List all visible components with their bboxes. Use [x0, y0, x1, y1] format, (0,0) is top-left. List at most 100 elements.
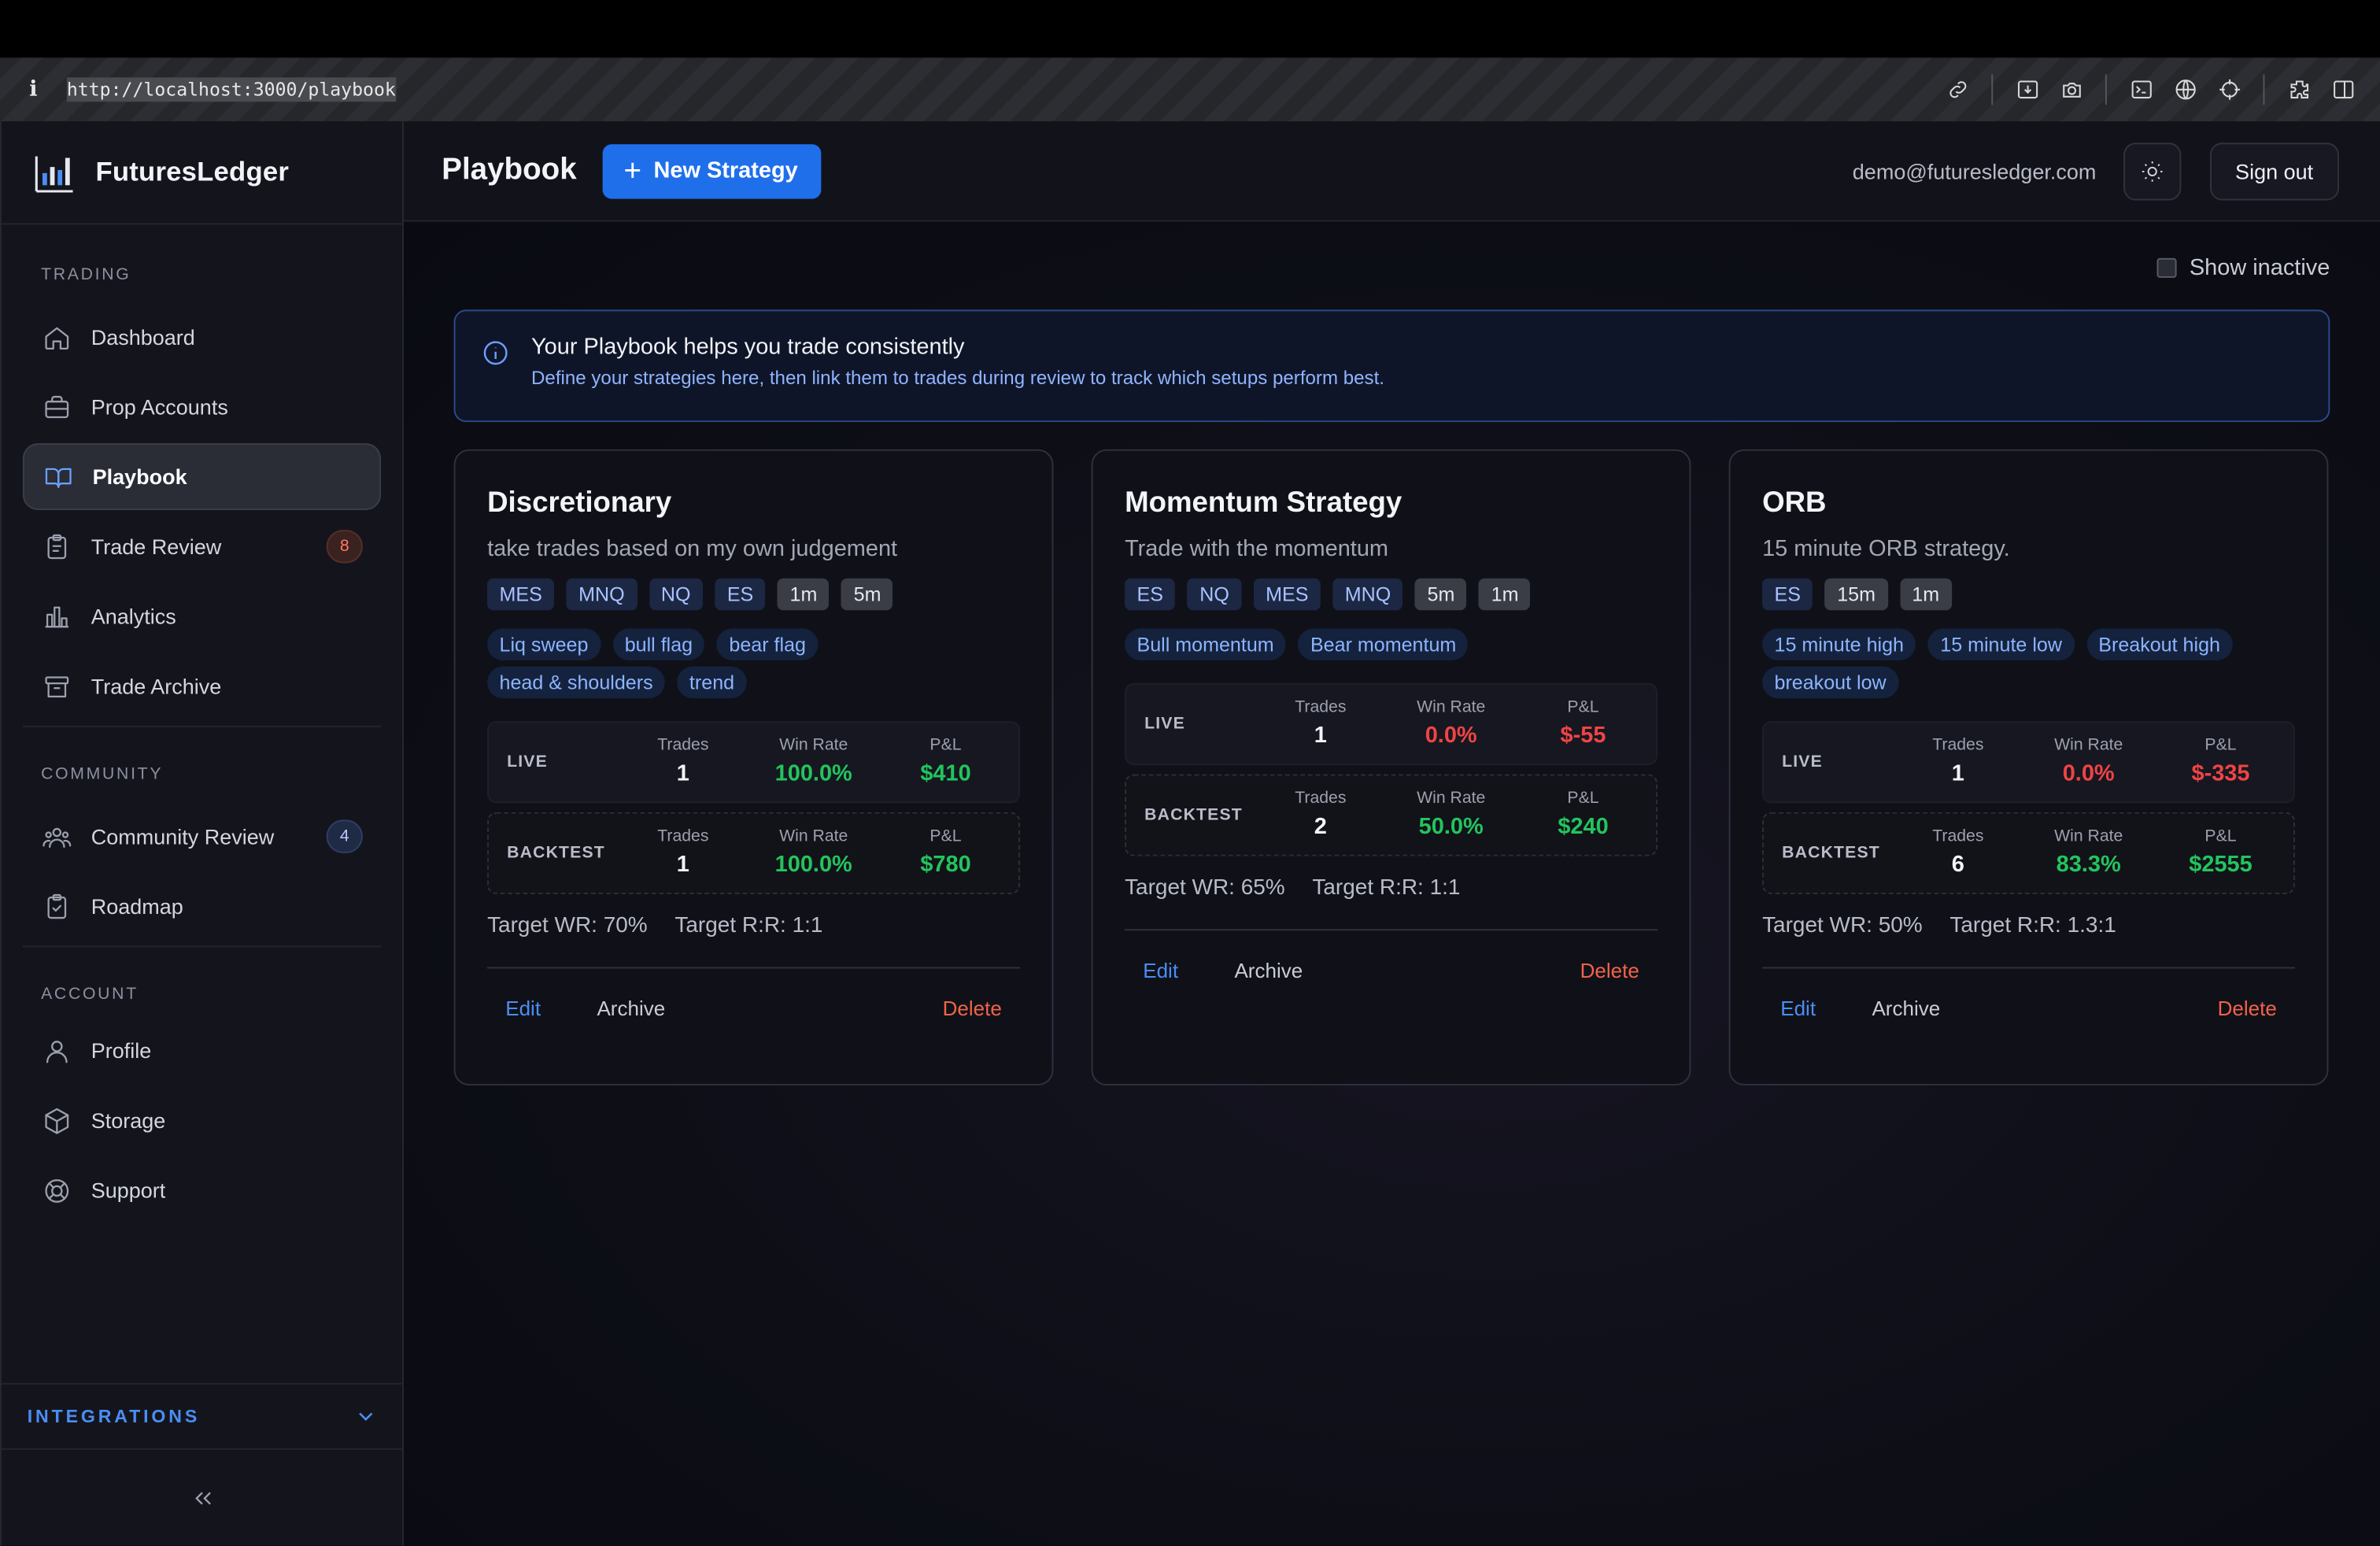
- archive-button[interactable]: Archive: [597, 997, 666, 1020]
- instrument-chips: MES MNQ NQ ES 1m 5m: [487, 578, 1020, 611]
- strategy-name: ORB: [1762, 487, 1827, 520]
- integrations-toggle[interactable]: INTEGRATIONS: [1, 1382, 404, 1450]
- plus-icon: +: [623, 153, 642, 188]
- globe-icon[interactable]: [2163, 57, 2207, 121]
- sidebar-item-community-review[interactable]: Community Review 4: [23, 803, 381, 870]
- sidebar-item-prop-accounts[interactable]: Prop Accounts: [23, 373, 381, 440]
- live-stats: LIVE Trades 1 Win Rate 0.0% P&L $-335: [1762, 721, 2295, 804]
- extension-icon[interactable]: [2277, 57, 2321, 121]
- backtest-label: BACKTEST: [507, 844, 605, 863]
- live-label: LIVE: [1144, 715, 1185, 734]
- timeframe-chip: 15m: [1824, 578, 1888, 611]
- crosshair-icon[interactable]: [2207, 57, 2251, 121]
- users-icon: [41, 821, 72, 852]
- timeframe-chip: 5m: [1415, 578, 1467, 611]
- delete-button[interactable]: Delete: [2217, 997, 2277, 1020]
- setup-tag: 15 minute low: [1927, 628, 2075, 660]
- sidebar-item-analytics[interactable]: Analytics: [23, 583, 381, 650]
- trades-header: Trades: [1932, 736, 1984, 755]
- chevron-down-icon: [359, 1412, 373, 1422]
- info-icon[interactable]: i: [29, 77, 38, 102]
- pnl-header: P&L: [2204, 827, 2237, 846]
- target-risk-reward: Target R:R: 1:1: [1312, 875, 1461, 901]
- sidebar-item-playbook[interactable]: Playbook: [22, 443, 382, 510]
- sidebar-item-dashboard[interactable]: Dashboard: [23, 304, 381, 371]
- edit-button[interactable]: Edit: [1780, 997, 1816, 1020]
- sidebar-item-trade-archive[interactable]: Trade Archive: [23, 653, 381, 719]
- archive-button[interactable]: Archive: [1872, 997, 1941, 1020]
- instrument-chips: ES 15m 1m: [1762, 578, 2295, 611]
- win-rate-value: 50.0%: [1418, 813, 1484, 840]
- sign-out-button[interactable]: Sign out: [2209, 142, 2339, 200]
- banner-title: Your Playbook helps you trade consistent…: [530, 334, 965, 361]
- page-title: Playbook: [442, 153, 577, 187]
- win-rate-value: 100.0%: [774, 851, 852, 878]
- card-actions: Edit Archive Delete: [1125, 930, 1658, 1009]
- timeframe-chip: 1m: [1479, 578, 1531, 611]
- instrument-chip: ES: [715, 578, 766, 611]
- show-inactive-toggle[interactable]: Show inactive: [2157, 255, 2330, 281]
- download-icon[interactable]: [2005, 57, 2049, 121]
- trades-value: 1: [1951, 760, 1964, 786]
- trades-value: 2: [1314, 813, 1327, 840]
- sidebar-item-support[interactable]: Support: [23, 1157, 381, 1224]
- target-risk-reward: Target R:R: 1:1: [674, 913, 823, 938]
- sidebar-item-trade-review[interactable]: Trade Review 8: [23, 513, 381, 580]
- edit-button[interactable]: Edit: [1143, 958, 1179, 982]
- edit-button[interactable]: Edit: [505, 997, 541, 1020]
- pnl-value: $-55: [1560, 722, 1606, 749]
- win-rate-value: 0.0%: [1425, 722, 1477, 749]
- new-strategy-button[interactable]: + New Strategy: [602, 143, 821, 198]
- collapse-sidebar-button[interactable]: [2, 1450, 404, 1545]
- nav-section-account: ACCOUNT Profile Storage Support: [2, 978, 402, 1223]
- brand[interactable]: FuturesLedger: [1, 121, 403, 225]
- banner-description: Define your strategies here, then link t…: [530, 367, 1385, 389]
- logo-icon: [35, 155, 73, 192]
- backtest-label: BACKTEST: [1782, 844, 1880, 863]
- trades-header: Trades: [1932, 827, 1984, 846]
- sidebar-item-label: Analytics: [91, 604, 176, 629]
- instrument-chip: ES: [1125, 578, 1176, 611]
- live-label: LIVE: [507, 753, 548, 771]
- link-icon[interactable]: [1935, 57, 1979, 121]
- theme-toggle-button[interactable]: [2123, 142, 2182, 200]
- camera-icon[interactable]: [2049, 57, 2094, 121]
- sidebar-item-roadmap[interactable]: Roadmap: [23, 873, 381, 940]
- trades-value: 1: [676, 851, 689, 878]
- targets-row: Target WR: 65% Target R:R: 1:1: [1125, 875, 1658, 931]
- backtest-stats: BACKTEST Trades 2 Win Rate 50.0% P&L $240: [1125, 774, 1658, 856]
- instrument-chip: MNQ: [566, 578, 638, 611]
- show-inactive-checkbox[interactable]: [2157, 257, 2178, 278]
- sidebar-item-label: Playbook: [92, 464, 187, 489]
- delete-button[interactable]: Delete: [942, 997, 1002, 1020]
- setup-tag: Bull momentum: [1125, 628, 1287, 660]
- pnl-value: $410: [920, 760, 971, 786]
- target-risk-reward: Target R:R: 1.3:1: [1949, 913, 2116, 938]
- setup-tags: Bull momentum Bear momentum: [1125, 628, 1641, 660]
- pnl-value: $2555: [2189, 851, 2252, 878]
- win-rate-header: Win Rate: [779, 827, 848, 846]
- terminal-icon[interactable]: [2119, 57, 2163, 121]
- sidebar-item-label: Support: [91, 1178, 166, 1203]
- sidebar-item-storage[interactable]: Storage: [23, 1087, 381, 1154]
- toolbar-divider: [2263, 74, 2265, 105]
- clipboard-check-icon: [41, 891, 72, 922]
- setup-tag: bull flag: [612, 628, 705, 660]
- url-text[interactable]: http://localhost:3000/playbook: [66, 77, 396, 102]
- setup-tag: Breakout high: [2086, 628, 2233, 660]
- win-rate-header: Win Rate: [779, 736, 848, 755]
- sidebar-toggle-icon[interactable]: [2321, 57, 2365, 121]
- sidebar-item-profile[interactable]: Profile: [23, 1017, 381, 1084]
- sidebar-item-label: Community Review: [91, 824, 275, 849]
- target-win-rate: Target WR: 70%: [487, 913, 648, 938]
- sun-icon: [2142, 161, 2163, 181]
- show-inactive-label: Show inactive: [2189, 254, 2330, 281]
- setup-tags: Liq sweep bull flag bear flag head & sho…: [487, 628, 1003, 699]
- strategy-card: Discretionary take trades based on my ow…: [453, 449, 1054, 1086]
- live-stats: LIVE Trades 1 Win Rate 0.0% P&L $-55: [1125, 682, 1658, 765]
- pnl-header: P&L: [1567, 789, 1599, 808]
- instrument-chips: ES NQ MES MNQ 5m 1m: [1125, 578, 1658, 611]
- delete-button[interactable]: Delete: [1580, 958, 1639, 982]
- setup-tag: 15 minute high: [1762, 628, 1916, 660]
- archive-button[interactable]: Archive: [1234, 958, 1303, 982]
